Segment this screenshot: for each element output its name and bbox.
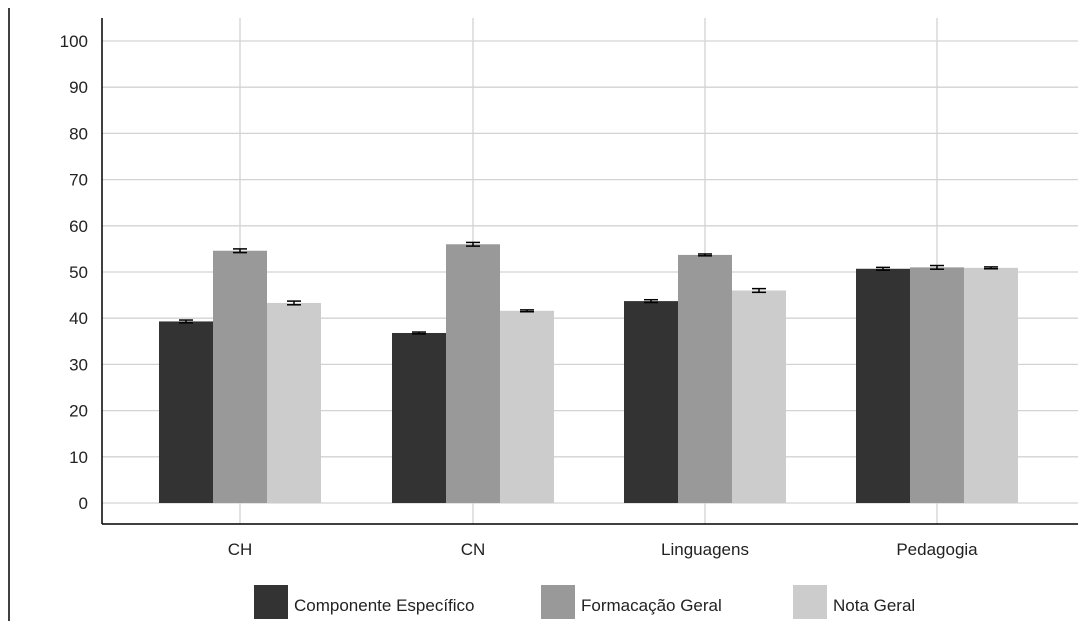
error-bars	[179, 241, 998, 335]
bar	[624, 301, 678, 503]
bar	[678, 254, 732, 503]
y-tick-labels: 0 10 20 30 40 50 60 70 80 90 100	[60, 32, 88, 513]
legend-label: Nota Geral	[833, 596, 915, 615]
legend-swatch	[793, 585, 827, 619]
legend-swatch	[541, 585, 575, 619]
bar	[856, 268, 910, 503]
y-tick-label: 70	[69, 171, 88, 190]
x-category-label: Pedagogia	[896, 540, 978, 559]
x-category-label: Linguagens	[661, 540, 749, 559]
bar	[910, 267, 964, 503]
bar	[964, 267, 1018, 503]
y-tick-label: 10	[69, 448, 88, 467]
y-tick-label: 60	[69, 217, 88, 236]
y-tick-label: 20	[69, 402, 88, 421]
bar	[446, 244, 500, 503]
bar	[500, 310, 554, 503]
legend-label: Componente Específico	[294, 596, 475, 615]
legend-swatch	[254, 585, 288, 619]
axes	[8, 8, 1078, 621]
bar	[159, 321, 213, 503]
legend-label: Formacação Geral	[581, 596, 722, 615]
legend: Componente Específico Formacação Geral Not…	[254, 585, 915, 619]
y-tick-label: 30	[69, 355, 88, 374]
y-tick-label: 80	[69, 124, 88, 143]
x-category-label: CH	[228, 540, 253, 559]
y-tick-label: 100	[60, 32, 88, 51]
x-category-labels: CH CN Linguagens Pedagogia	[228, 540, 978, 559]
y-tick-label: 90	[69, 78, 88, 97]
y-tick-label: 40	[69, 309, 88, 328]
bar	[732, 290, 786, 503]
y-tick-label: 0	[79, 494, 88, 513]
bars	[159, 244, 1018, 503]
bar	[392, 332, 446, 503]
bar	[213, 250, 267, 503]
y-tick-label: 50	[69, 263, 88, 282]
bar	[267, 302, 321, 503]
x-category-label: CN	[461, 540, 486, 559]
